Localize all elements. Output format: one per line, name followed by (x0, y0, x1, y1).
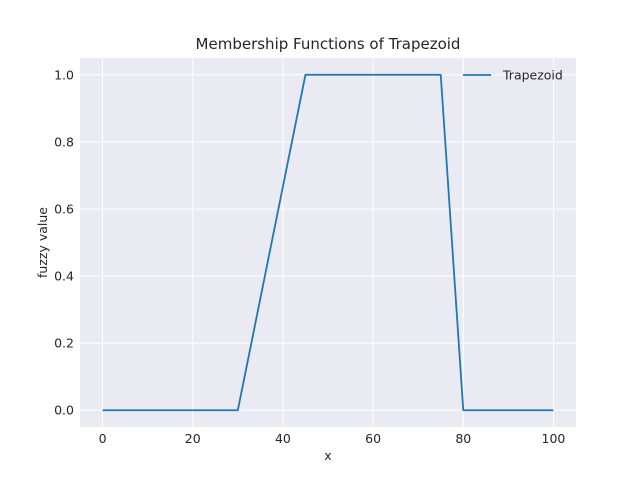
y-tick-label: 0.4 (54, 269, 74, 284)
chart-title: Membership Functions of Trapezoid (196, 35, 461, 53)
y-tick-label: 0.8 (54, 134, 74, 149)
x-tick-label: 100 (542, 431, 566, 446)
series-layer (102, 73, 554, 412)
plot-area (80, 58, 576, 427)
y-tick-label: 1.0 (54, 67, 74, 82)
legend: Trapezoid (463, 68, 563, 83)
x-tick-label: 80 (455, 431, 471, 446)
x-tick-label: 60 (365, 431, 381, 446)
x-tick-label: 40 (275, 431, 291, 446)
x-tick-label: 20 (185, 431, 201, 446)
y-axis-label: fuzzy value (35, 207, 50, 278)
y-tick-label: 0.0 (54, 403, 74, 418)
x-axis-label: x (324, 448, 331, 463)
y-tick-label: 0.6 (54, 201, 74, 216)
x-tick-label: 0 (99, 431, 107, 446)
y-axis-ticks: 0.0 0.2 0.4 0.6 0.8 1.0 (54, 67, 74, 417)
y-tick-label: 0.2 (54, 336, 74, 351)
x-axis-ticks: 0 20 40 60 80 100 (99, 431, 566, 446)
legend-label: Trapezoid (502, 68, 563, 83)
series-line-trapezoid (102, 73, 554, 412)
